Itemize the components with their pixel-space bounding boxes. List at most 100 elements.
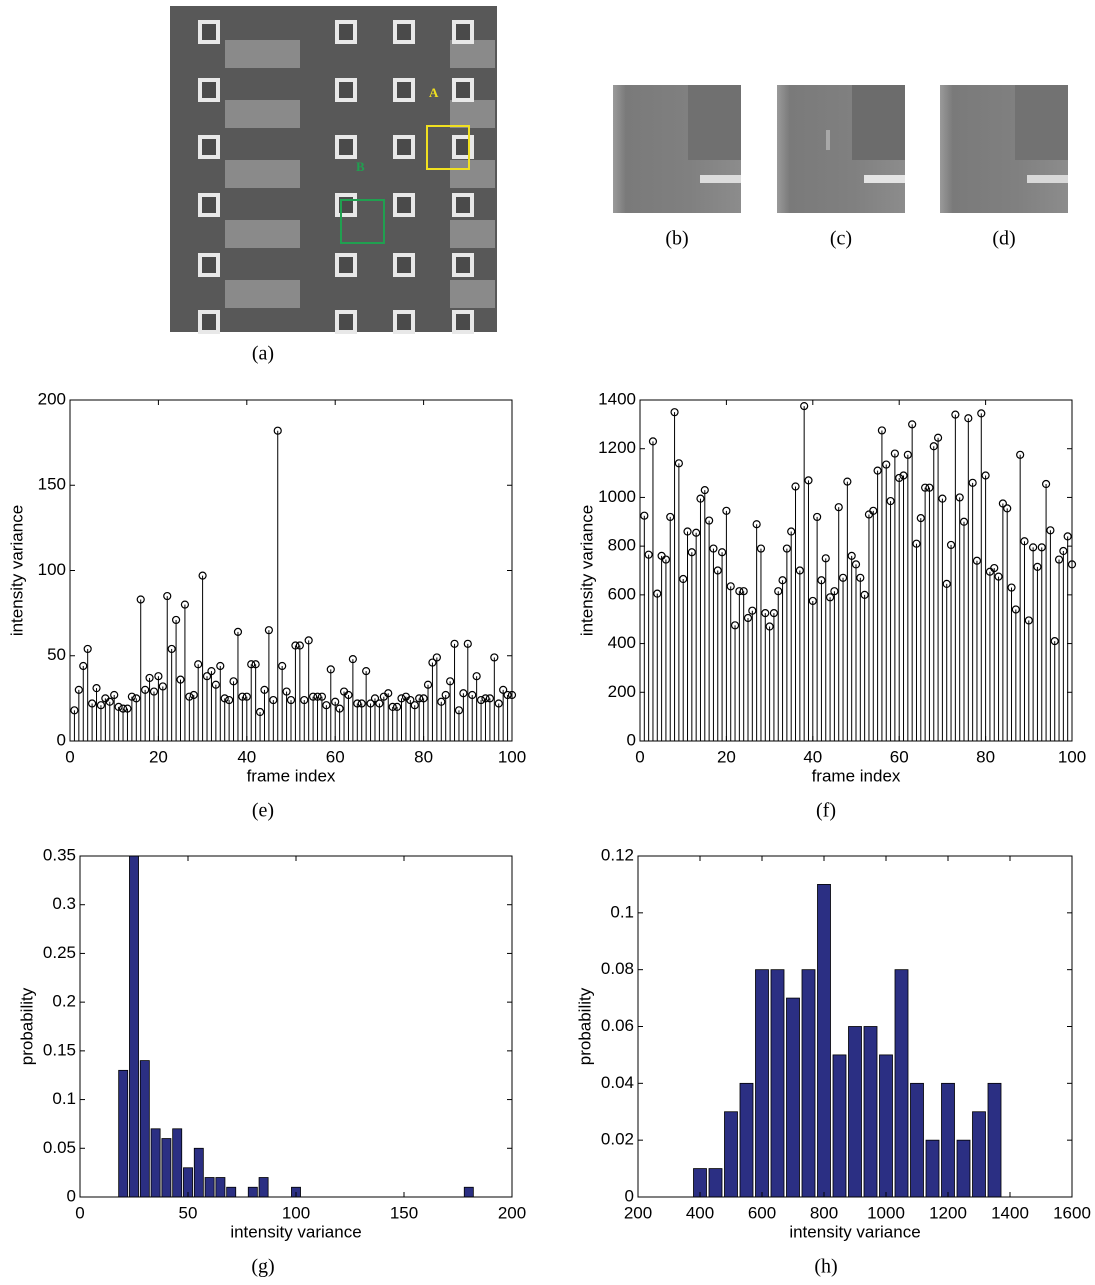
y-tick-label: 0.04: [601, 1073, 634, 1092]
stem: [171, 615, 181, 741]
stem: [903, 450, 912, 741]
stem: [123, 704, 132, 741]
stem-marker: [830, 587, 839, 596]
stem: [666, 512, 675, 741]
stem-marker: [180, 600, 190, 609]
stem: [326, 665, 335, 741]
stem: [670, 408, 679, 741]
stem: [644, 550, 653, 741]
stem-marker: [423, 680, 433, 689]
y-tick-label: 50: [47, 645, 66, 664]
stem: [472, 672, 481, 741]
stem: [709, 544, 718, 741]
bar: [941, 1082, 955, 1198]
stem-marker: [251, 660, 260, 669]
bar: [925, 1139, 940, 1198]
axes-frame: [639, 399, 1073, 742]
x-tick-label: 1200: [929, 1203, 967, 1222]
stem-marker: [1011, 605, 1020, 614]
stem: [154, 672, 163, 741]
stem: [726, 582, 735, 741]
window-pane: [397, 197, 411, 213]
bar: [193, 1147, 204, 1198]
stem-marker: [696, 494, 705, 503]
stem: [317, 692, 327, 741]
window-pane: [397, 82, 411, 98]
stem: [890, 449, 899, 741]
stem-marker: [189, 690, 198, 700]
stem-marker: [640, 511, 649, 520]
stem-marker: [264, 626, 273, 635]
stem-marker: [260, 685, 269, 694]
stem: [446, 677, 455, 741]
y-axis-label: intensity variance: [577, 505, 596, 636]
stem: [388, 702, 397, 741]
stem: [490, 653, 499, 741]
stem: [856, 573, 865, 741]
balcony: [225, 40, 300, 68]
stem: [141, 685, 150, 741]
stem: [674, 459, 683, 741]
window-pane: [202, 24, 216, 40]
crop-image: [613, 85, 741, 213]
stem-marker: [666, 512, 675, 522]
stem-marker: [895, 473, 904, 483]
stem-marker: [925, 483, 934, 492]
stem: [808, 596, 817, 741]
stem: [769, 609, 779, 741]
stem-marker: [415, 694, 424, 703]
balcony: [450, 280, 495, 308]
stem-marker: [847, 551, 856, 560]
stem: [273, 426, 282, 741]
x-tick-label: 1600: [1053, 1203, 1091, 1222]
stem-marker: [255, 707, 265, 717]
y-axis-label: probability: [575, 987, 594, 1065]
stem: [485, 694, 494, 741]
stem: [972, 556, 982, 741]
stem: [163, 591, 172, 741]
x-tick-label: 100: [1058, 747, 1086, 766]
stem-marker: [437, 697, 446, 706]
stem-marker: [938, 494, 947, 503]
stem: [851, 560, 861, 741]
stem: [74, 685, 83, 741]
panel-caption: (b): [665, 228, 688, 250]
bar: [172, 1128, 183, 1198]
stem-marker: [908, 420, 917, 429]
region-label: B: [356, 159, 365, 174]
stem: [370, 694, 380, 741]
stem: [705, 516, 714, 741]
stem: [800, 401, 809, 741]
stem: [1054, 555, 1064, 741]
x-tick-label: 50: [179, 1203, 198, 1222]
stem: [774, 587, 783, 741]
stem-marker: [661, 555, 671, 564]
stem: [247, 660, 256, 741]
stem-marker: [778, 576, 787, 585]
stem: [70, 706, 79, 741]
bar: [150, 1128, 161, 1198]
stem: [1063, 532, 1072, 741]
stem-marker: [357, 699, 366, 708]
stem: [834, 503, 843, 741]
stem: [344, 690, 353, 741]
stem-marker: [123, 704, 132, 713]
stem-marker: [216, 661, 225, 671]
stem: [713, 566, 722, 741]
stem-marker: [1054, 555, 1064, 564]
stem-marker: [782, 544, 791, 553]
stem: [1029, 543, 1038, 741]
stem: [189, 690, 198, 741]
stem: [313, 692, 322, 741]
window-pane: [339, 314, 353, 330]
stem-marker: [225, 695, 234, 705]
x-tick-label: 20: [149, 747, 168, 766]
stem-marker: [946, 540, 956, 550]
stem-marker: [959, 517, 969, 526]
stem-marker: [141, 685, 150, 694]
window-pane: [202, 197, 216, 213]
x-tick-label: 1000: [867, 1203, 905, 1222]
stem-marker: [348, 655, 357, 664]
stem-marker: [972, 556, 982, 565]
